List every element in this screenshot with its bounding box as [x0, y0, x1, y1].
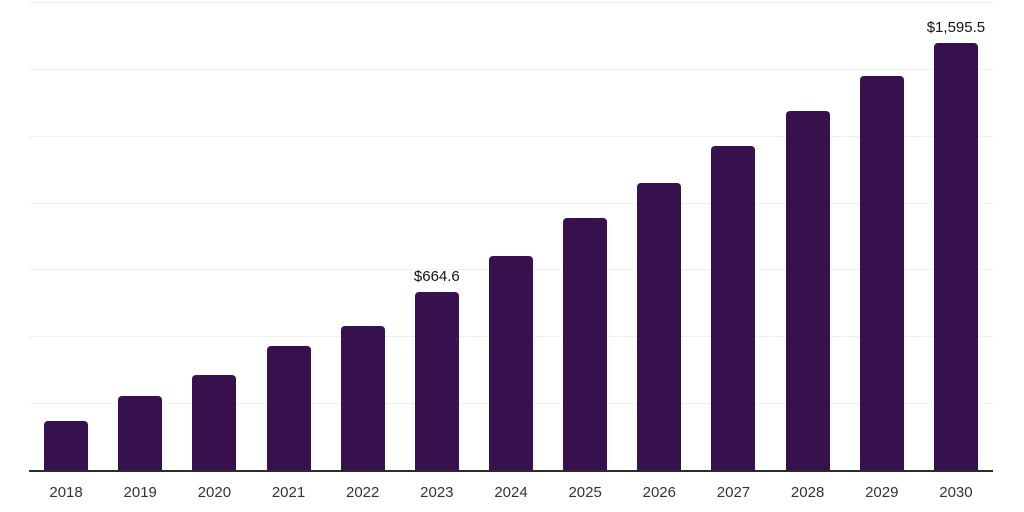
bar-2022	[340, 325, 385, 470]
bar-2021	[266, 346, 311, 470]
bar-2018	[44, 420, 89, 470]
x-axis-tick-label: 2026	[642, 484, 676, 501]
gridline	[29, 2, 993, 3]
bar-2027	[711, 145, 756, 470]
x-axis-tick-label: 2019	[123, 484, 157, 501]
x-axis-tick-label: 2028	[790, 484, 825, 501]
bar-2029	[859, 75, 904, 470]
gridline	[29, 68, 993, 70]
bar-2030	[933, 43, 978, 470]
x-axis-tick-label: 2020	[197, 484, 232, 501]
bar-2024	[489, 255, 533, 470]
gridline	[29, 202, 993, 204]
x-axis-tick-label: 2024	[494, 484, 528, 501]
gridline	[29, 135, 993, 137]
bar-value-label: $1,595.5	[926, 19, 986, 37]
x-axis-tick-label: 2022	[346, 484, 380, 501]
x-axis-line	[29, 470, 993, 472]
bar-2025	[563, 217, 608, 470]
bar-2028	[785, 110, 830, 470]
bar-2019	[118, 395, 163, 470]
bar-2023	[414, 292, 459, 470]
bar-2026	[637, 182, 682, 470]
x-axis-tick-label: 2025	[568, 484, 602, 501]
x-axis-tick-label: 2029	[865, 484, 899, 501]
x-axis-tick-label: 2027	[716, 484, 751, 501]
x-axis-tick-label: 2030	[939, 484, 973, 501]
bar-2020	[192, 375, 237, 470]
x-axis-tick-label: 2021	[271, 484, 306, 501]
x-axis-tick-label: 2018	[49, 484, 83, 501]
x-axis-tick-label: 2023	[420, 484, 454, 501]
bar-value-label: $664.6	[413, 268, 460, 286]
